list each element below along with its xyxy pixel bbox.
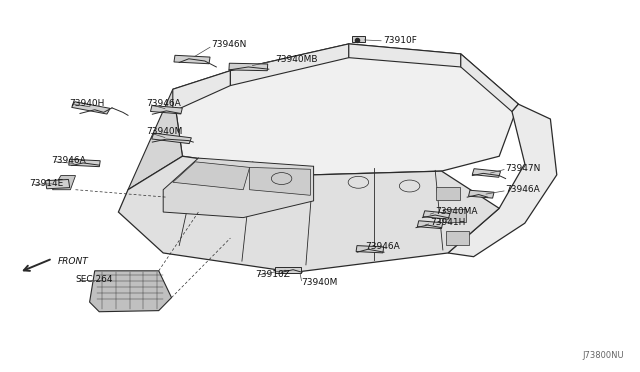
Polygon shape <box>250 167 310 195</box>
Text: 73946A: 73946A <box>51 156 86 165</box>
Polygon shape <box>163 158 314 218</box>
Text: 73940M: 73940M <box>146 127 182 136</box>
Polygon shape <box>173 44 518 175</box>
Polygon shape <box>72 102 110 114</box>
Text: FRONT: FRONT <box>58 257 88 266</box>
Text: 73914E: 73914E <box>29 179 64 188</box>
Polygon shape <box>356 246 384 253</box>
Text: 73946A: 73946A <box>506 185 540 194</box>
Polygon shape <box>448 104 557 257</box>
Polygon shape <box>174 55 210 64</box>
Polygon shape <box>45 179 70 189</box>
Polygon shape <box>423 211 450 219</box>
Polygon shape <box>275 267 301 273</box>
Text: 73946A: 73946A <box>146 99 180 108</box>
Text: 73947N: 73947N <box>506 164 541 173</box>
Polygon shape <box>152 133 191 144</box>
Text: 73941H: 73941H <box>430 218 465 227</box>
Text: 73910Z: 73910Z <box>255 270 289 279</box>
Polygon shape <box>90 271 172 312</box>
Polygon shape <box>349 44 461 67</box>
Text: 73946N: 73946N <box>211 40 246 49</box>
Text: SEC.264: SEC.264 <box>76 275 113 284</box>
Text: 73940H: 73940H <box>69 99 104 108</box>
Polygon shape <box>352 36 365 42</box>
Polygon shape <box>150 106 182 114</box>
Polygon shape <box>446 231 469 245</box>
Polygon shape <box>173 162 250 190</box>
Polygon shape <box>443 209 466 222</box>
Polygon shape <box>230 44 349 86</box>
Polygon shape <box>472 169 500 177</box>
Polygon shape <box>436 187 460 200</box>
Text: 73910F: 73910F <box>383 36 417 45</box>
Polygon shape <box>417 221 443 229</box>
Text: 73940M: 73940M <box>301 278 337 287</box>
Polygon shape <box>118 156 499 272</box>
Text: 73940MA: 73940MA <box>435 207 477 216</box>
Polygon shape <box>229 63 268 71</box>
Polygon shape <box>68 159 100 167</box>
Polygon shape <box>461 54 518 112</box>
Polygon shape <box>468 190 494 198</box>
Polygon shape <box>52 176 76 190</box>
Polygon shape <box>128 89 182 190</box>
Text: 73940MB: 73940MB <box>275 55 317 64</box>
Polygon shape <box>173 71 230 112</box>
Text: 73946A: 73946A <box>365 242 399 251</box>
Text: J73800NU: J73800NU <box>582 351 624 360</box>
